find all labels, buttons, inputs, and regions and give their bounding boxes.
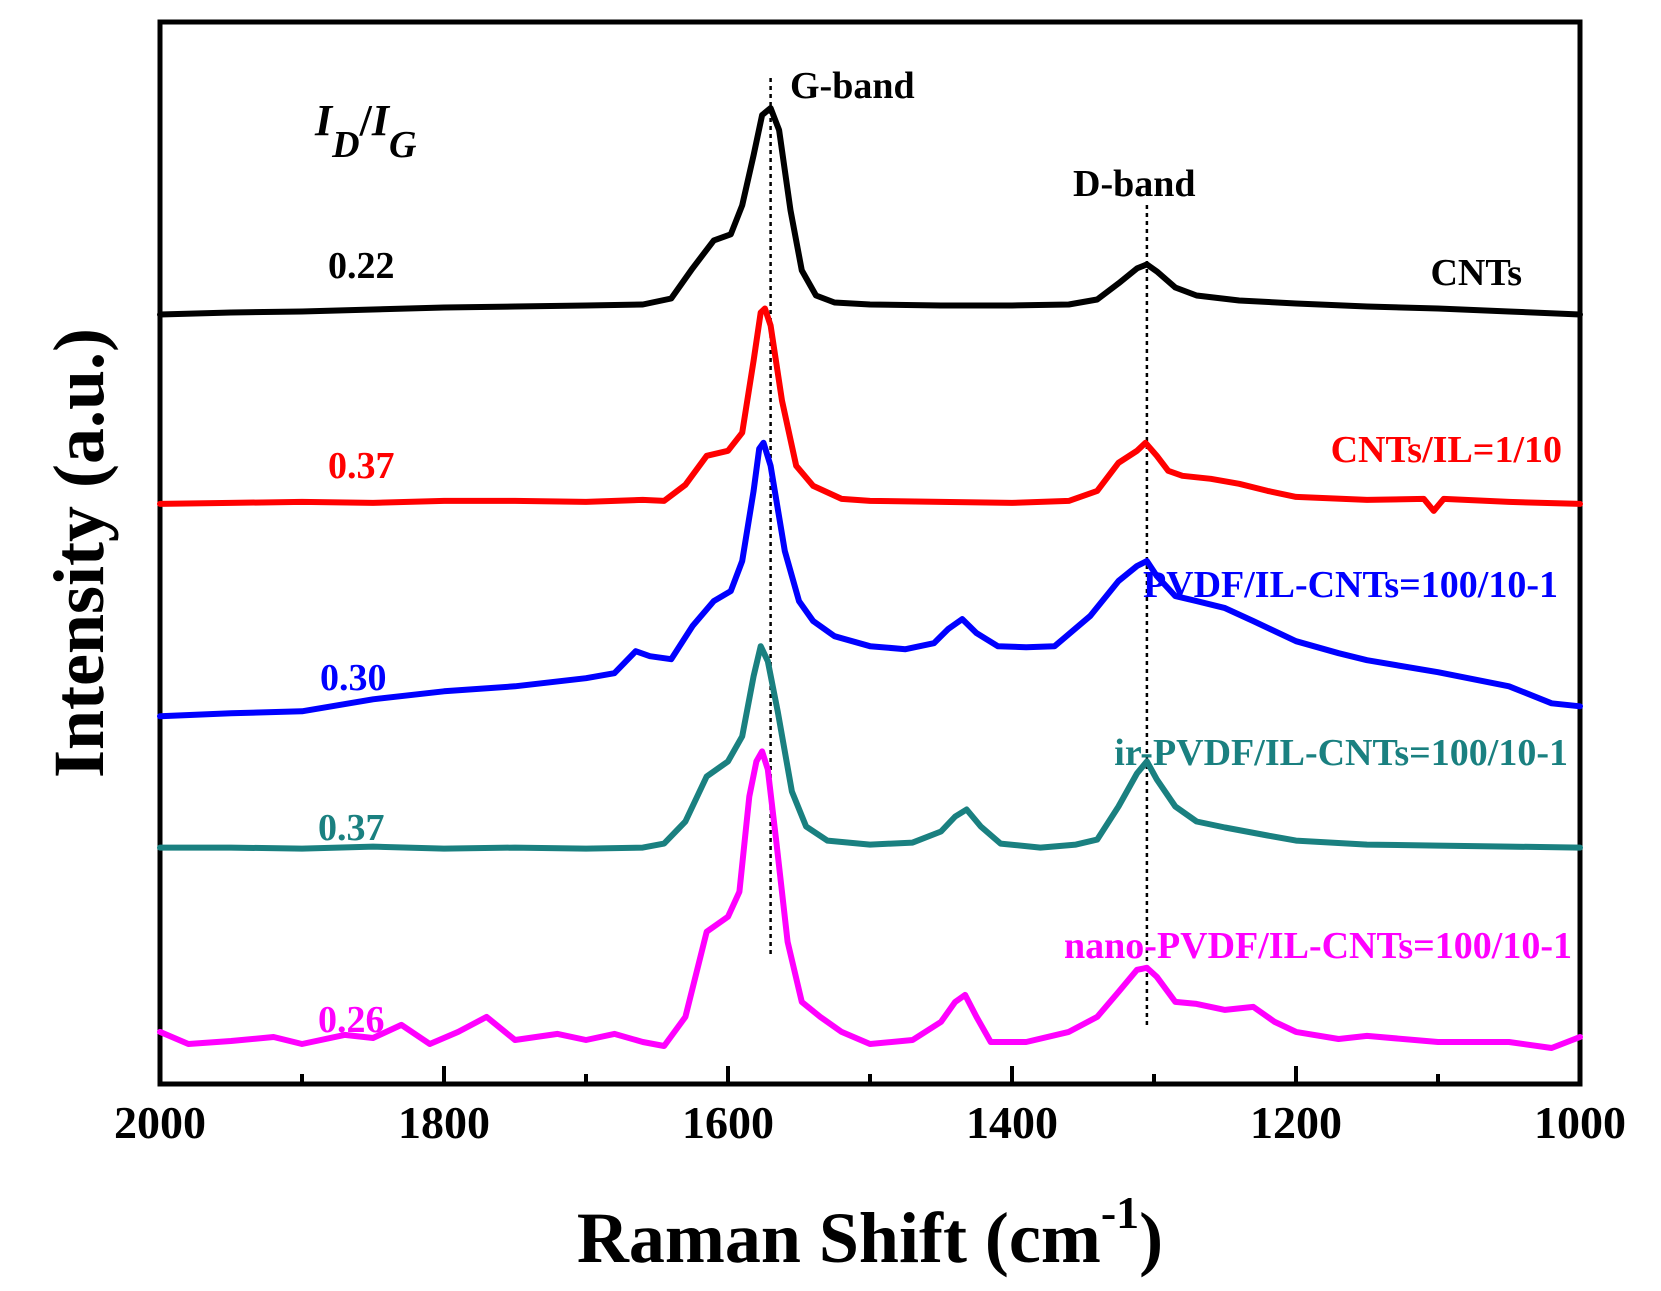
ratio-header-slash: / — [359, 96, 373, 145]
x-tick-label: 1400 — [966, 1097, 1058, 1148]
x-axis-title: Raman Shift (cm-1) — [577, 1187, 1163, 1278]
series-line-1 — [157, 305, 1583, 514]
ratio-header-i1: I — [314, 96, 334, 145]
legend-label-cnts-il: CNTs/IL=1/10 — [1331, 429, 1562, 471]
ratio-label-ir-pvdf: 0.37 — [318, 807, 385, 849]
legend-label-pvdf-il-cnts: PVDF/IL-CNTs=100/10-1 — [1143, 564, 1558, 606]
ratio-label-cnts: 0.22 — [328, 245, 395, 287]
series-line-2 — [157, 439, 1583, 720]
x-axis-ticks: 2000 1800 1600 1400 1200 1000 — [114, 1066, 1626, 1148]
x-tick-label: 1200 — [1250, 1097, 1342, 1148]
ratio-header-i2: I — [371, 96, 391, 145]
ratio-header-g: G — [389, 124, 417, 166]
x-axis-title-superscript: -1 — [1101, 1187, 1139, 1238]
id-ig-header: ID/IG — [314, 96, 417, 166]
ratio-label-pvdf-il-cnts: 0.30 — [320, 657, 387, 699]
series-line-0 — [157, 105, 1583, 318]
reference-lines — [769, 78, 1149, 1025]
ratio-label-cnts-il: 0.37 — [328, 445, 395, 487]
x-axis-title-close: ) — [1139, 1198, 1163, 1278]
series-line-3 — [157, 643, 1583, 852]
ratio-label-nano-pvdf: 0.26 — [318, 999, 385, 1041]
y-axis-title: Intensity (a.u.) — [39, 328, 119, 778]
x-tick-label: 1000 — [1534, 1097, 1626, 1148]
series-lines — [157, 105, 1583, 1051]
legend-label-ir-pvdf: ir-PVDF/IL-CNTs=100/10-1 — [1114, 732, 1568, 774]
legend-label-nano-pvdf: nano-PVDF/IL-CNTs=100/10-1 — [1064, 925, 1572, 967]
series-line-4 — [157, 748, 1583, 1051]
g-band-label: G-band — [790, 65, 915, 107]
x-tick-label: 1600 — [682, 1097, 774, 1148]
x-axis-title-main: Raman Shift (cm — [577, 1198, 1101, 1278]
ratio-header-d: D — [331, 124, 359, 166]
x-tick-label: 1800 — [398, 1097, 490, 1148]
x-tick-label: 2000 — [114, 1097, 206, 1148]
d-band-label: D-band — [1073, 163, 1196, 205]
legend-label-cnts: CNTs — [1430, 252, 1522, 294]
